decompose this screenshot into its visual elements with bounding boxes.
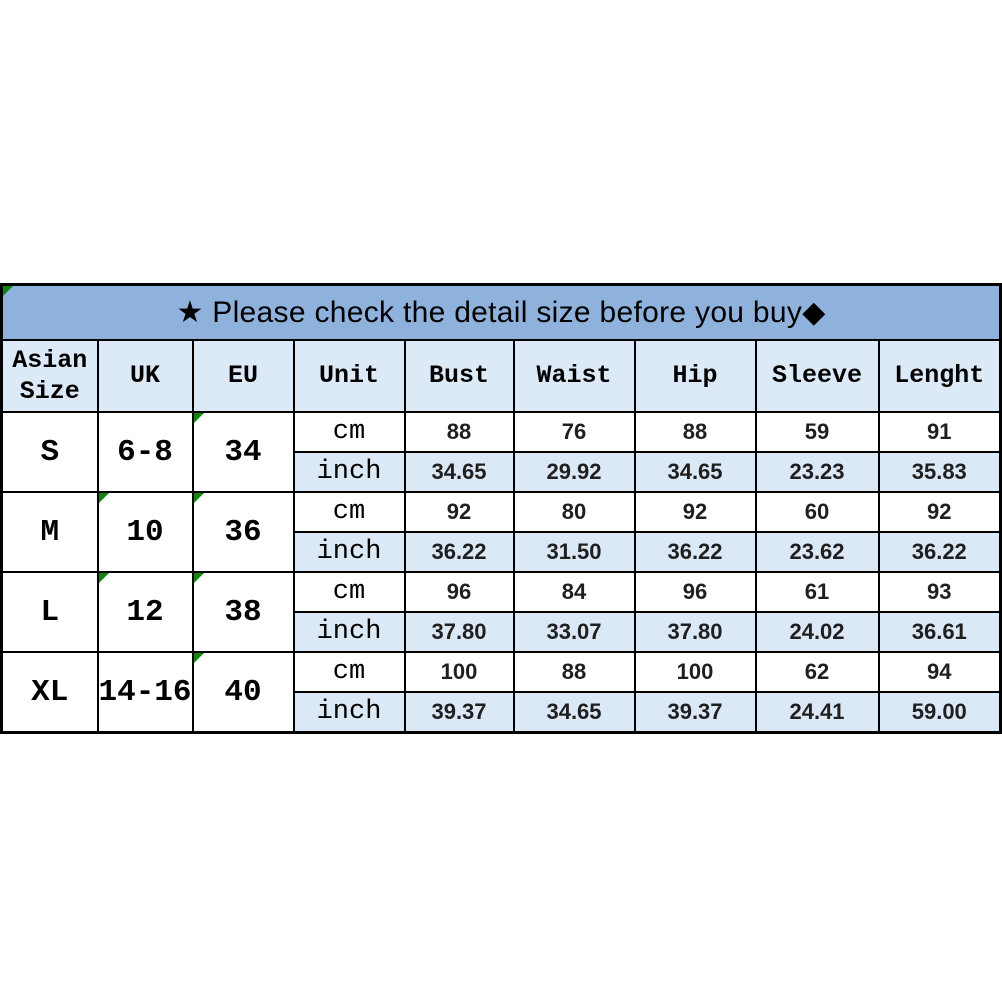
measurement-cell: 36.22 — [403, 531, 515, 573]
eu-size-cell: 36 — [191, 491, 295, 573]
uk-size-cell: 12 — [96, 571, 194, 653]
measurement-cell: 23.62 — [754, 531, 880, 573]
measurement-cell: 37.80 — [633, 611, 757, 653]
unit-label-cm: cm — [292, 651, 406, 693]
measurement-cell: 35.83 — [877, 451, 1002, 493]
uk-size-cell: 6-8 — [96, 411, 194, 493]
size-cell-xl: XL — [0, 651, 99, 734]
measurement-cell: 23.23 — [754, 451, 880, 493]
measurement-cell: 88 — [403, 411, 515, 453]
unit-label-inch: inch — [292, 691, 406, 734]
measurement-cell: 39.37 — [403, 691, 515, 734]
header-waist: Waist — [512, 339, 636, 413]
size-cell-s: S — [0, 411, 99, 493]
eu-size-cell: 40 — [191, 651, 295, 734]
header-sleeve: Sleeve — [754, 339, 880, 413]
row-l-cm: L 12 38 cm 96 84 96 61 93 — [0, 571, 1002, 653]
measurement-cell: 84 — [512, 571, 636, 613]
uk-size-cell: 14-16 — [96, 651, 194, 734]
measurement-cell: 59.00 — [877, 691, 1002, 734]
measurement-cell: 33.07 — [512, 611, 636, 653]
unit-label-cm: cm — [292, 571, 406, 613]
measurement-cell: 80 — [512, 491, 636, 533]
header-hip: Hip — [633, 339, 757, 413]
measurement-cell: 92 — [877, 491, 1002, 533]
size-chart-table: ★ Please check the detail size before yo… — [0, 283, 1002, 734]
measurement-cell: 24.02 — [754, 611, 880, 653]
measurement-cell: 92 — [403, 491, 515, 533]
measurement-cell: 60 — [754, 491, 880, 533]
banner-notice: ★ Please check the detail size before yo… — [0, 283, 1002, 341]
measurement-cell: 96 — [633, 571, 757, 613]
size-cell-m: M — [0, 491, 99, 573]
unit-label-inch: inch — [292, 451, 406, 493]
measurement-cell: 76 — [512, 411, 636, 453]
measurement-cell: 36.22 — [877, 531, 1002, 573]
row-m-cm: M 10 36 cm 92 80 92 60 92 — [0, 491, 1002, 573]
row-s-cm: S 6-8 34 cm 88 76 88 59 91 — [0, 411, 1002, 493]
header-eu: EU — [191, 339, 295, 413]
measurement-cell: 34.65 — [633, 451, 757, 493]
measurement-cell: 61 — [754, 571, 880, 613]
measurement-cell: 100 — [633, 651, 757, 693]
measurement-cell: 34.65 — [512, 691, 636, 734]
measurement-cell: 88 — [633, 411, 757, 453]
measurement-cell: 96 — [403, 571, 515, 613]
header-length: Lenght — [877, 339, 1002, 413]
row-s-inch: inch 34.65 29.92 34.65 23.23 35.83 — [2, 451, 1002, 493]
row-m-inch: inch 36.22 31.50 36.22 23.62 36.22 — [2, 531, 1002, 573]
header-bust: Bust — [403, 339, 515, 413]
unit-label-cm: cm — [292, 411, 406, 453]
measurement-cell: 31.50 — [512, 531, 636, 573]
measurement-cell: 36.61 — [877, 611, 1002, 653]
measurement-cell: 39.37 — [633, 691, 757, 734]
eu-size-cell: 34 — [191, 411, 295, 493]
measurement-cell: 88 — [512, 651, 636, 693]
row-l-inch: inch 37.80 33.07 37.80 24.02 36.61 — [2, 611, 1002, 653]
unit-label-inch: inch — [292, 611, 406, 653]
measurement-cell: 36.22 — [633, 531, 757, 573]
measurement-cell: 62 — [754, 651, 880, 693]
row-xl-cm: XL 14-16 40 cm 100 88 100 62 94 — [0, 651, 1002, 734]
uk-size-cell: 10 — [96, 491, 194, 573]
eu-size-cell: 38 — [191, 571, 295, 653]
unit-label-cm: cm — [292, 491, 406, 533]
header-uk: UK — [96, 339, 194, 413]
measurement-cell: 92 — [633, 491, 757, 533]
measurement-cell: 91 — [877, 411, 1002, 453]
measurement-cell: 59 — [754, 411, 880, 453]
header-unit: Unit — [292, 339, 406, 413]
header-row: Asian Size UK EU Unit Bust Waist Hip Sle… — [0, 339, 1002, 413]
header-asian-size: Asian Size — [0, 339, 99, 413]
measurement-cell: 94 — [877, 651, 1002, 693]
unit-label-inch: inch — [292, 531, 406, 573]
measurement-cell: 93 — [877, 571, 1002, 613]
measurement-cell: 29.92 — [512, 451, 636, 493]
measurement-cell: 34.65 — [403, 451, 515, 493]
measurement-cell: 24.41 — [754, 691, 880, 734]
banner-row: ★ Please check the detail size before yo… — [0, 283, 1002, 341]
measurement-cell: 37.80 — [403, 611, 515, 653]
row-xl-inch: inch 39.37 34.65 39.37 24.41 59.00 — [2, 691, 1002, 734]
size-cell-l: L — [0, 571, 99, 653]
measurement-cell: 100 — [403, 651, 515, 693]
